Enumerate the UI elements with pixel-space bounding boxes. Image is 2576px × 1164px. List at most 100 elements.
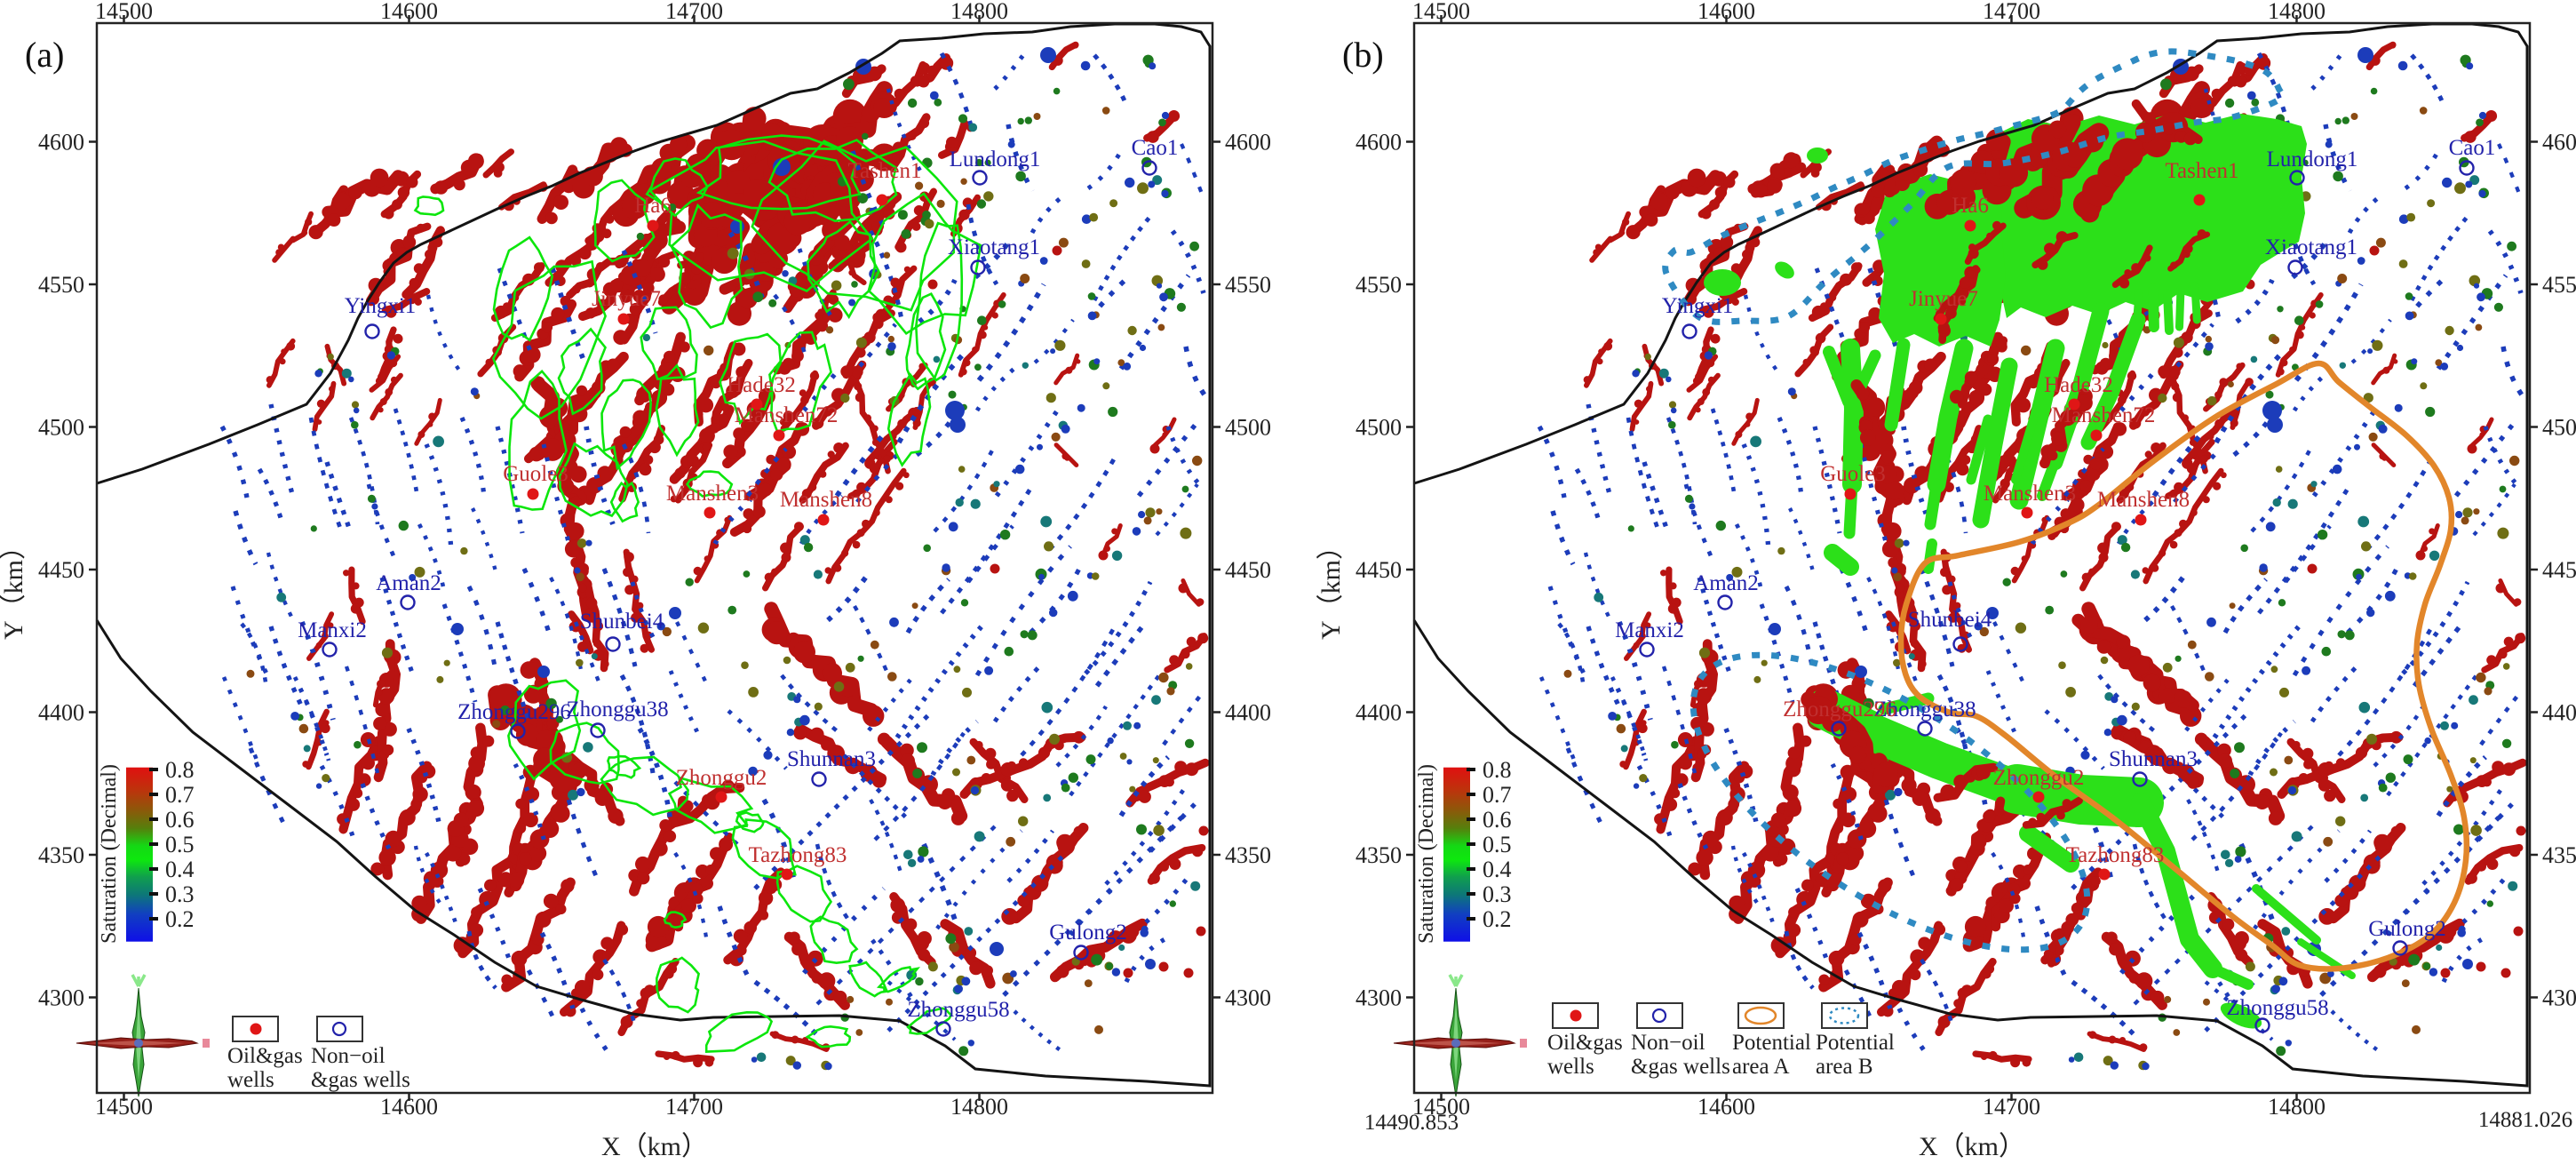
svg-text:Cao1: Cao1: [2449, 136, 2496, 160]
svg-text:Hade32: Hade32: [2044, 373, 2113, 397]
svg-text:Ha6: Ha6: [634, 194, 672, 218]
svg-text:14800: 14800: [2268, 0, 2326, 24]
svg-text:Jinyue7: Jinyue7: [592, 287, 661, 311]
svg-text:Ha6: Ha6: [1952, 194, 1989, 218]
svg-text:Manshen8: Manshen8: [780, 488, 872, 512]
svg-text:Shunnan3: Shunnan3: [787, 747, 876, 771]
svg-text:Zhonggu296: Zhonggu296: [1783, 698, 1896, 722]
svg-text:Zhonggu58: Zhonggu58: [907, 998, 1009, 1022]
svg-text:4300: 4300: [1356, 985, 1402, 1011]
svg-text:Hade32: Hade32: [727, 373, 796, 397]
svg-text:Jinyue7: Jinyue7: [1909, 287, 1978, 311]
svg-text:4500: 4500: [1225, 415, 1271, 441]
svg-text:Tazhong83: Tazhong83: [749, 843, 847, 867]
svg-text:X（km）: X（km）: [1919, 1132, 2025, 1161]
svg-text:Manshen3: Manshen3: [666, 482, 759, 506]
svg-text:4350: 4350: [38, 842, 84, 868]
svg-text:0.6: 0.6: [1483, 807, 1512, 833]
svg-text:4400: 4400: [2542, 700, 2576, 726]
svg-text:0.3: 0.3: [1483, 881, 1512, 907]
svg-text:4450: 4450: [38, 557, 84, 583]
svg-text:4450: 4450: [1225, 557, 1271, 583]
svg-text:Y（km）: Y（km）: [1316, 533, 1346, 640]
svg-text:4600: 4600: [1225, 130, 1271, 155]
svg-text:Manxi2: Manxi2: [1615, 618, 1684, 642]
svg-text:Lundong1: Lundong1: [2267, 147, 2358, 171]
svg-text:14490.853: 14490.853: [1364, 1111, 1459, 1135]
svg-text:14500: 14500: [1412, 1094, 1470, 1120]
svg-text:4500: 4500: [1356, 415, 1402, 441]
svg-text:Shunnan3: Shunnan3: [2109, 747, 2198, 771]
svg-text:Oil&gas: Oil&gas: [1547, 1031, 1623, 1055]
svg-text:area A: area A: [1732, 1055, 1790, 1079]
svg-text:4300: 4300: [38, 985, 84, 1011]
svg-text:(a): (a): [25, 35, 64, 75]
svg-text:4450: 4450: [1356, 557, 1402, 583]
svg-text:4400: 4400: [1225, 700, 1271, 726]
svg-text:Yingxi1: Yingxi1: [1662, 294, 1734, 318]
svg-text:0.8: 0.8: [165, 757, 195, 783]
svg-text:4550: 4550: [1356, 272, 1402, 298]
svg-text:14600: 14600: [1697, 1094, 1755, 1120]
svg-text:4500: 4500: [2542, 415, 2576, 441]
svg-text:14881.026: 14881.026: [2478, 1108, 2572, 1132]
svg-text:Yingxi1: Yingxi1: [345, 294, 417, 318]
svg-text:4400: 4400: [1356, 700, 1402, 726]
svg-text:Xiaotang1: Xiaotang1: [948, 235, 1040, 259]
svg-text:0.5: 0.5: [1483, 832, 1512, 857]
svg-text:4300: 4300: [1225, 985, 1271, 1011]
svg-text:Oil&gas: Oil&gas: [227, 1044, 303, 1068]
svg-text:0.4: 0.4: [165, 857, 195, 882]
svg-text:Lundong1: Lundong1: [950, 147, 1041, 171]
svg-text:14600: 14600: [1697, 0, 1755, 24]
svg-text:Zhonggu58: Zhonggu58: [2226, 996, 2328, 1020]
svg-text:14700: 14700: [665, 0, 723, 24]
svg-text:Saturation (Decimal): Saturation (Decimal): [1415, 764, 1438, 944]
svg-text:Zhonggu2: Zhonggu2: [676, 766, 767, 790]
svg-text:Shunbei4: Shunbei4: [580, 610, 664, 634]
svg-text:area B: area B: [1816, 1055, 1873, 1079]
svg-text:Xiaotang1: Xiaotang1: [2265, 235, 2357, 259]
svg-text:Shunbei4: Shunbei4: [1908, 608, 1992, 632]
svg-text:Tashen1: Tashen1: [2166, 159, 2239, 183]
svg-text:Aman2: Aman2: [1693, 571, 1759, 595]
svg-text:Saturation (Decimal): Saturation (Decimal): [98, 764, 121, 944]
svg-text:Potential: Potential: [1816, 1031, 1895, 1055]
svg-text:14700: 14700: [1983, 0, 2040, 24]
svg-text:14500: 14500: [95, 1094, 153, 1120]
svg-text:14600: 14600: [380, 1094, 438, 1120]
svg-text:wells: wells: [227, 1068, 274, 1092]
svg-text:0.3: 0.3: [165, 881, 195, 907]
svg-text:4400: 4400: [38, 700, 84, 726]
svg-text:Gulong2: Gulong2: [1049, 921, 1127, 945]
svg-text:Zhonggu296: Zhonggu296: [457, 700, 571, 724]
svg-text:14700: 14700: [665, 1094, 723, 1120]
svg-text:14800: 14800: [2268, 1094, 2326, 1120]
svg-text:Manshen72: Manshen72: [735, 403, 839, 427]
svg-text:4600: 4600: [38, 130, 84, 155]
svg-text:Cao1: Cao1: [1132, 136, 1179, 160]
svg-text:Manshen8: Manshen8: [2097, 488, 2190, 512]
svg-text:4300: 4300: [2542, 985, 2576, 1011]
svg-text:Non−oil: Non−oil: [1631, 1031, 1705, 1055]
svg-text:14800: 14800: [950, 0, 1008, 24]
svg-text:Gulong2: Gulong2: [2368, 917, 2446, 941]
svg-text:4550: 4550: [1225, 272, 1271, 298]
svg-text:0.5: 0.5: [165, 832, 195, 857]
svg-text:4600: 4600: [1356, 130, 1402, 155]
svg-text:(b): (b): [1342, 35, 1384, 75]
svg-text:&gas wells: &gas wells: [1631, 1055, 1730, 1079]
svg-text:Potential: Potential: [1732, 1031, 1811, 1055]
svg-text:wells: wells: [1547, 1055, 1594, 1079]
svg-text:0.4: 0.4: [1483, 857, 1512, 882]
svg-text:4600: 4600: [2542, 130, 2576, 155]
svg-text:Tashen1: Tashen1: [848, 159, 922, 183]
svg-text:4550: 4550: [38, 272, 84, 298]
svg-text:4550: 4550: [2542, 272, 2576, 298]
svg-text:0.6: 0.6: [165, 807, 195, 833]
svg-text:Manshen72: Manshen72: [2052, 403, 2156, 427]
svg-text:0.7: 0.7: [1483, 782, 1512, 808]
svg-text:4350: 4350: [2542, 842, 2576, 868]
svg-text:4450: 4450: [2542, 557, 2576, 583]
svg-text:Zhonggu2: Zhonggu2: [1993, 766, 2085, 790]
